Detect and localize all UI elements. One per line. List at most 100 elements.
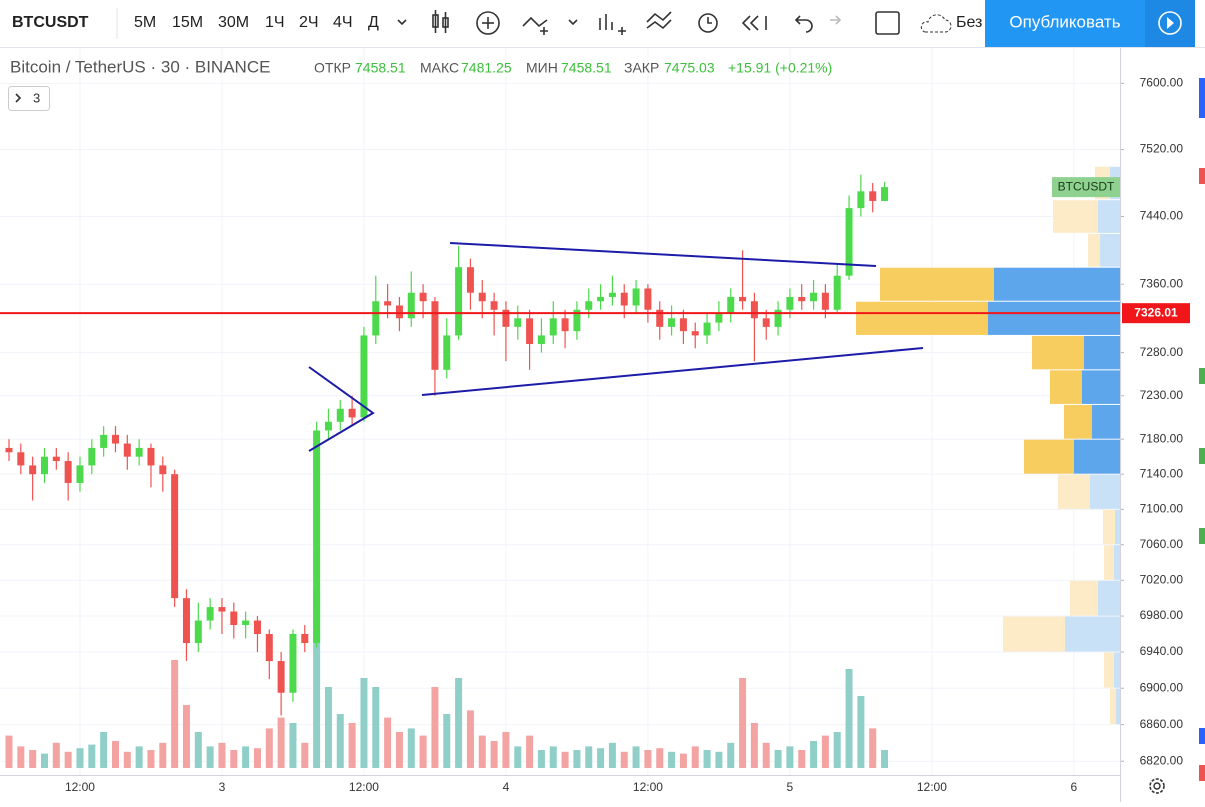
expand-icon [15,93,22,103]
y-tick-label: 7440.00 [1140,209,1184,223]
candle-body [265,634,273,662]
profile-bar [1110,688,1116,725]
candle-body [821,292,829,310]
x-tick-label: 12:00 [65,780,95,794]
publish-button[interactable] [985,0,1145,47]
symbol[interactable]: BTCUSDT [12,14,89,31]
candle-body [194,620,202,644]
volume-bar [798,750,806,768]
volume-bar [573,750,581,768]
volume-bar [147,750,155,768]
candle-body [632,288,640,306]
publish-label[interactable]: Опубликовать [1009,12,1120,31]
interval[interactable]: 2Ч [299,14,319,31]
volume-bar [253,748,261,768]
trend-line[interactable] [421,347,924,396]
strip-marker [1199,728,1205,744]
compare-icon[interactable] [522,16,548,35]
volume-bar [324,687,332,768]
dropdown-icon[interactable] [397,19,407,26]
candle-body [490,301,498,310]
replay-icon[interactable] [741,15,767,31]
y-tick-label: 7180.00 [1140,431,1184,445]
y-tick-label: 7020.00 [1140,572,1184,586]
volume-bar [431,687,439,768]
x-tick-label: 12:00 [349,780,379,794]
candle-body [29,465,37,475]
candles-icon[interactable] [432,10,449,33]
volume-bar [443,714,451,768]
alert-icon[interactable] [698,13,718,33]
interval[interactable]: 15М [172,14,203,31]
interval[interactable]: 4Ч [333,14,353,31]
candle-body [644,288,652,310]
y-tick-label: 6940.00 [1140,644,1184,658]
indicators-toggle[interactable] [8,86,50,111]
interval[interactable]: Д [368,14,379,31]
profile-bar [1098,200,1120,233]
trend-line[interactable] [449,242,877,267]
profile-bar [994,267,1120,301]
candle-body [762,318,770,327]
volume-bar [632,746,640,768]
profile-bar [988,301,1120,335]
legend-value: 7458.51 [355,60,406,76]
volume-bar [478,735,486,768]
studies-icon[interactable] [599,14,626,35]
candle-body [159,465,167,475]
candle-body [135,447,143,457]
legend-label: МИН [526,60,558,76]
template-icon[interactable] [646,11,672,30]
legend-label: МАКС [420,60,459,76]
volume-bar [123,751,131,768]
candle-body [372,301,380,336]
y-tick-label: 6860.00 [1140,717,1184,731]
volume-bar [620,751,628,768]
candle-body [5,447,13,453]
candle-body [242,620,250,626]
volume-bar [549,746,557,768]
candle-body [798,296,806,302]
interval[interactable]: 30М [218,14,249,31]
volume-bar [608,742,616,768]
interval[interactable]: 5М [134,14,156,31]
candle-body [123,443,131,457]
undo-icon[interactable] [794,15,813,33]
candle-body [691,331,699,336]
interval[interactable]: 1Ч [265,14,285,31]
volume-bar [537,750,545,768]
volume-bar [774,750,782,768]
profile-bar [1053,200,1098,233]
dropdown-icon[interactable] [568,19,578,26]
play-icon [1158,11,1182,35]
candle-body [549,318,557,336]
candle-body [585,301,593,310]
volume-bar [644,750,652,768]
legend-value: 7475.03 [664,60,715,76]
triangle-drawing[interactable] [308,366,375,452]
legend-title: Bitcoin / TetherUS · 30 · BINANCE [10,57,270,76]
profile-bar [1050,370,1082,404]
candle-body [679,318,687,332]
settings-icon[interactable] [1149,778,1165,794]
candle-body [218,607,226,612]
symbol-tag-label: BTCUSDT [1058,179,1115,193]
cloud-icon[interactable] [920,14,952,33]
candle-body [739,296,747,302]
volume-bar [384,717,392,768]
legend-label: ЗАКР [624,60,659,76]
indicator-icon[interactable] [476,11,500,35]
candle-body [656,309,664,327]
cloud-label[interactable]: Без [956,14,982,31]
profile-bar [1024,439,1074,474]
volume-bar [762,742,770,768]
redo-icon[interactable] [830,15,842,25]
volume-bar [691,746,699,768]
candle-body [289,634,297,693]
right-strip [1196,48,1205,802]
volume-bar [29,750,37,768]
volume-bar [395,732,403,768]
layout-icon[interactable] [875,11,900,35]
volume-bar [194,732,202,768]
